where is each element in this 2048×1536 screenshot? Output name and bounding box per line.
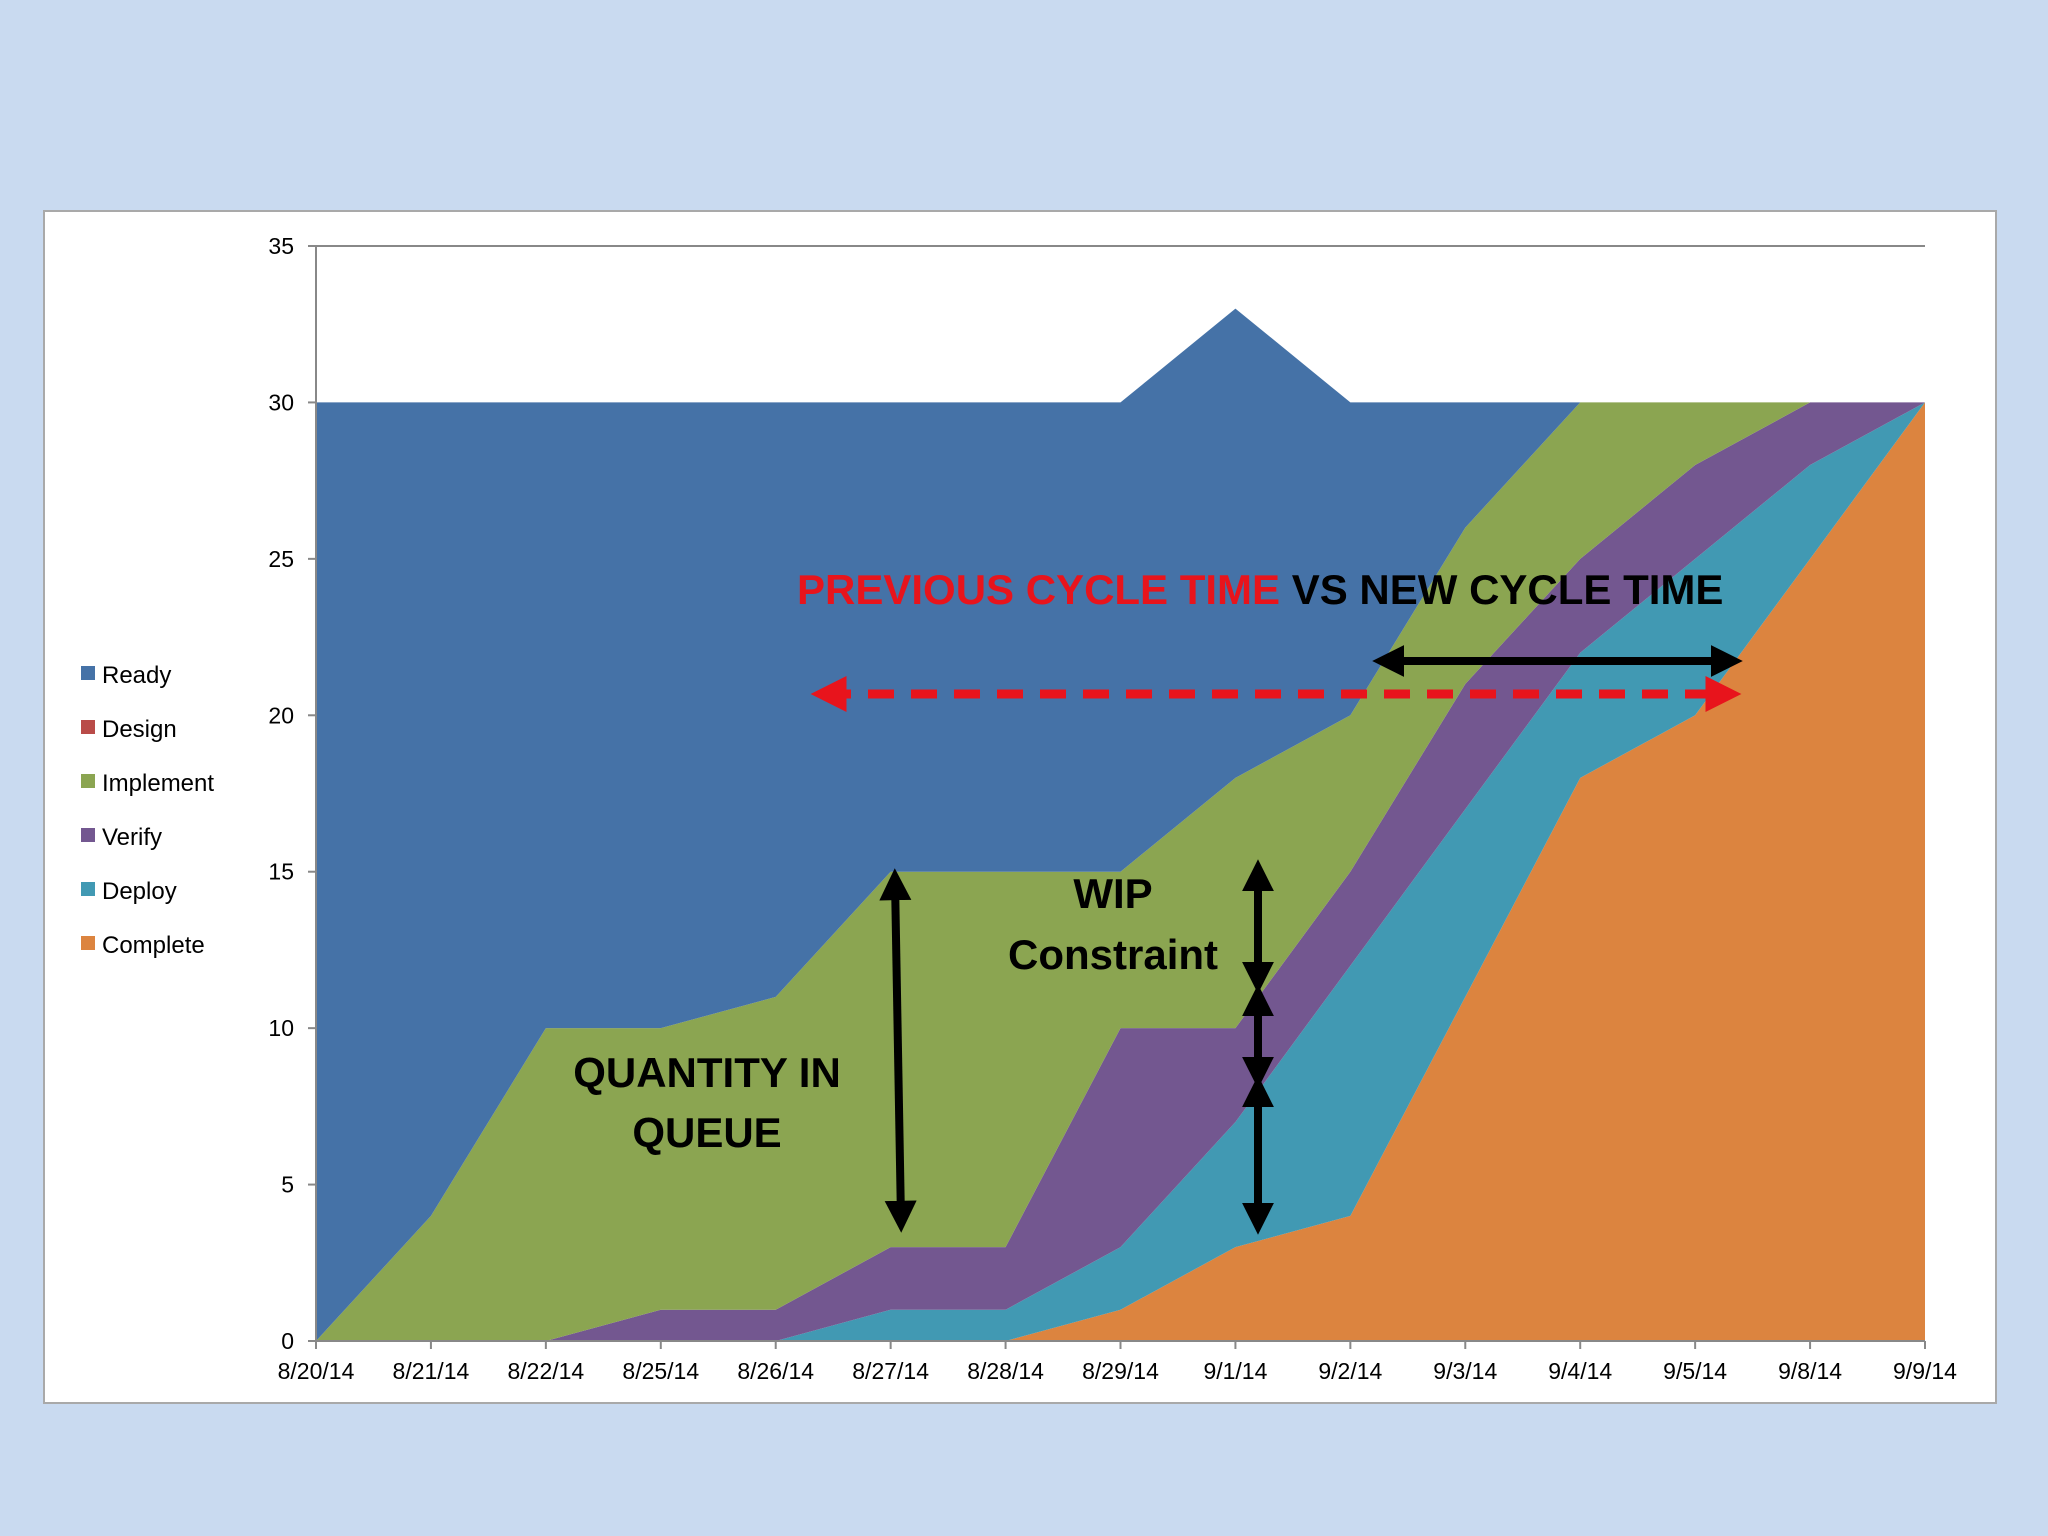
wip-label-line2: Constraint — [1008, 931, 1218, 978]
legend-label-ready: Ready — [102, 662, 171, 689]
quantity-in-queue-line1: QUANTITY IN — [573, 1049, 841, 1096]
cycle-time-title: PREVIOUS CYCLE TIME VS NEW CYCLE TIME — [797, 566, 1723, 613]
quantity-in-queue-line2: QUEUE — [632, 1109, 781, 1156]
x-tick-label: 9/1/14 — [1203, 1358, 1267, 1384]
x-tick-label: 9/2/14 — [1318, 1358, 1382, 1384]
legend-swatch-design — [81, 720, 95, 734]
y-tick-label: 35 — [268, 233, 294, 259]
x-tick-label: 8/28/14 — [967, 1358, 1044, 1384]
x-tick-label: 8/20/14 — [278, 1358, 355, 1384]
x-tick-label: 9/4/14 — [1548, 1358, 1612, 1384]
x-tick-label: 9/9/14 — [1893, 1358, 1957, 1384]
y-tick-label: 25 — [268, 546, 294, 572]
queue-quantity-arrow — [879, 868, 917, 1233]
legend-swatch-verify — [81, 828, 95, 842]
x-tick-label: 8/26/14 — [737, 1358, 814, 1384]
legend-swatch-deploy — [81, 882, 95, 896]
x-tick-label: 8/22/14 — [507, 1358, 584, 1384]
x-tick-label: 9/3/14 — [1433, 1358, 1497, 1384]
y-tick-label: 30 — [268, 389, 294, 415]
legend-label-verify: Verify — [102, 824, 162, 851]
area-ready — [316, 308, 1925, 1341]
y-tick-label: 10 — [268, 1015, 294, 1041]
legend: Ready Design Implement Verify Deploy Complete — [81, 662, 214, 959]
cumulative-flow-chart: 0 5 10 15 20 25 30 35 8/20/14 8/21/14 8/22/14 8/25… — [81, 233, 1957, 1384]
area-layer — [316, 308, 1925, 1341]
new-cycle-time-label: VS NEW CYCLE TIME — [1280, 566, 1723, 613]
legend-label-implement: Implement — [102, 770, 214, 797]
chart-panel: 0 5 10 15 20 25 30 35 8/20/14 8/21/14 8/22/14 8/25… — [43, 210, 1997, 1404]
y-axis-ticks: 0 5 10 15 20 25 30 35 — [268, 233, 1925, 1354]
area-verify — [316, 402, 1925, 1341]
x-axis-ticks: 8/20/14 8/21/14 8/22/14 8/25/14 8/26/14 8/27/… — [278, 1341, 1957, 1384]
wip-label-line1: WIP — [1073, 870, 1152, 917]
y-tick-label: 20 — [268, 702, 294, 728]
y-tick-label: 15 — [268, 859, 294, 885]
legend-swatch-implement — [81, 774, 95, 788]
x-tick-label: 9/8/14 — [1778, 1358, 1842, 1384]
area-complete — [316, 402, 1925, 1341]
previous-cycle-time-label: PREVIOUS CYCLE TIME — [797, 566, 1280, 613]
y-tick-label: 0 — [281, 1328, 294, 1354]
x-tick-label: 8/25/14 — [622, 1358, 699, 1384]
y-tick-label: 5 — [281, 1172, 294, 1198]
x-tick-label: 8/27/14 — [852, 1358, 929, 1384]
legend-label-design: Design — [102, 716, 177, 743]
x-tick-label: 8/29/14 — [1082, 1358, 1159, 1384]
legend-label-complete: Complete — [102, 932, 205, 959]
x-tick-label: 8/21/14 — [393, 1358, 470, 1384]
x-tick-label: 9/5/14 — [1663, 1358, 1727, 1384]
legend-swatch-ready — [81, 666, 95, 680]
legend-label-deploy: Deploy — [102, 878, 177, 905]
legend-swatch-complete — [81, 936, 95, 950]
